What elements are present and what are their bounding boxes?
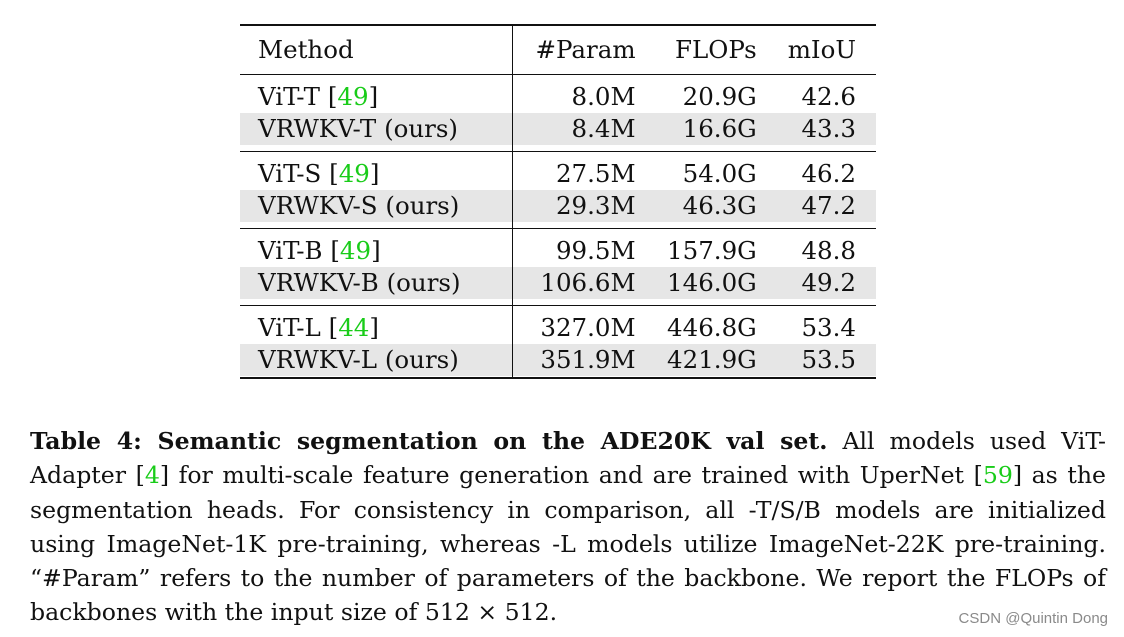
cell-method: ViT-S [49] xyxy=(240,158,514,190)
method-citation-link[interactable]: 49 xyxy=(339,236,372,265)
results-table-container: Method #Param FLOPs mIoU ViT-T [49] 8.0M 2… xyxy=(240,24,876,379)
caption-label: Table 4: Semantic segmentation on the AD… xyxy=(30,427,828,455)
cell-miou: 49.2 xyxy=(756,267,876,299)
method-name: VRWKV-T (ours) xyxy=(258,114,458,143)
table-caption: Table 4: Semantic segmentation on the AD… xyxy=(30,424,1106,630)
table-row: VRWKV-T (ours) 8.4M 16.6G 43.3 xyxy=(240,113,876,145)
cell-param: 29.3M xyxy=(512,190,636,222)
cell-miou: 47.2 xyxy=(756,190,876,222)
method-citation-link[interactable]: 44 xyxy=(338,313,370,342)
cell-param: 106.6M xyxy=(512,267,636,299)
group-gap xyxy=(240,299,876,306)
cell-method: ViT-B [49] xyxy=(240,235,514,267)
cell-param: 8.4M xyxy=(512,113,636,145)
group-rule xyxy=(240,151,876,158)
cell-method: ViT-T [49] xyxy=(240,81,514,113)
cell-method: VRWKV-B (ours) xyxy=(240,267,514,299)
table-row: ViT-S [49] 27.5M 54.0G 46.2 xyxy=(240,158,876,190)
results-table: Method #Param FLOPs mIoU ViT-T [49] 8.0M 2… xyxy=(240,24,876,379)
cell-flops: 421.9G xyxy=(635,344,757,376)
group-gap xyxy=(240,145,876,152)
method-citation-close: ] xyxy=(368,82,379,111)
cell-param: 27.5M xyxy=(555,159,636,188)
cell-flops: 146.0G xyxy=(635,267,757,299)
group-gap xyxy=(240,222,876,229)
table-row: ViT-B [49] 99.5M 157.9G 48.8 xyxy=(240,235,876,267)
cell-flops: 16.6G xyxy=(635,113,757,145)
header-miou: mIoU xyxy=(787,35,856,64)
header-flops: FLOPs xyxy=(674,35,757,64)
method-citation-link[interactable]: 49 xyxy=(337,82,369,111)
method-name: ViT-S [ xyxy=(258,159,339,188)
method-citation-close: ] xyxy=(369,159,380,188)
header-method: Method xyxy=(240,25,514,75)
cell-method: VRWKV-T (ours) xyxy=(240,113,514,145)
method-citation-close: ] xyxy=(371,236,381,265)
header-rule xyxy=(240,74,876,81)
caption-text-3: ] as the segmentation heads. For consist… xyxy=(30,461,1106,627)
method-name: ViT-L [ xyxy=(258,313,339,342)
caption-text-2: ] for multi-scale feature generation and… xyxy=(159,461,983,490)
method-name: VRWKV-S (ours) xyxy=(258,191,460,220)
watermark: CSDN @Quintin Dong xyxy=(958,610,1108,627)
method-name: VRWKV-B (ours) xyxy=(258,268,461,297)
cell-param: 99.5M xyxy=(555,236,636,265)
group-rule xyxy=(240,305,876,312)
cell-miou: 46.2 xyxy=(801,159,856,188)
method-name: VRWKV-L (ours) xyxy=(258,345,459,374)
cell-method: ViT-L [44] xyxy=(240,312,514,344)
cell-miou: 48.8 xyxy=(801,236,856,265)
method-name: ViT-T [ xyxy=(258,82,338,111)
method-name: ViT-B [ xyxy=(258,236,340,265)
cell-miou: 43.3 xyxy=(756,113,876,145)
cell-miou: 53.4 xyxy=(801,313,856,342)
cell-flops: 54.0G xyxy=(682,159,757,188)
citation-link-4[interactable]: 4 xyxy=(144,461,160,490)
table-row: ViT-L [44] 327.0M 446.8G 53.4 xyxy=(240,312,876,344)
cell-flops: 157.9G xyxy=(667,236,757,265)
citation-link-59[interactable]: 59 xyxy=(982,461,1013,490)
table-row: VRWKV-S (ours) 29.3M 46.3G 47.2 xyxy=(240,190,876,222)
method-citation-close: ] xyxy=(369,313,379,342)
cell-param: 8.0M xyxy=(571,82,636,111)
table-row: VRWKV-L (ours) 351.9M 421.9G 53.5 xyxy=(240,344,876,376)
table-body: ViT-T [49] 8.0M 20.9G 42.6 VRWKV-T (ours) 8.4… xyxy=(240,74,876,378)
cell-param: 351.9M xyxy=(512,344,636,376)
header-param: #Param xyxy=(535,35,636,64)
table-row: ViT-T [49] 8.0M 20.9G 42.6 xyxy=(240,81,876,113)
cell-miou: 42.6 xyxy=(801,82,856,111)
cell-flops: 446.8G xyxy=(667,313,757,342)
table-header-row: Method #Param FLOPs mIoU xyxy=(240,25,876,75)
caption-text-1: All models used ViT-Adapter [ xyxy=(30,427,1106,490)
bottom-rule xyxy=(240,376,876,378)
cell-miou: 53.5 xyxy=(756,344,876,376)
cell-flops: 46.3G xyxy=(635,190,757,222)
cell-param: 327.0M xyxy=(540,313,636,342)
cell-flops: 20.9G xyxy=(682,82,757,111)
method-citation-link[interactable]: 49 xyxy=(338,159,370,188)
cell-method: VRWKV-S (ours) xyxy=(240,190,514,222)
table-row: VRWKV-B (ours) 106.6M 146.0G 49.2 xyxy=(240,267,876,299)
group-rule xyxy=(240,228,876,235)
cell-method: VRWKV-L (ours) xyxy=(240,344,514,376)
